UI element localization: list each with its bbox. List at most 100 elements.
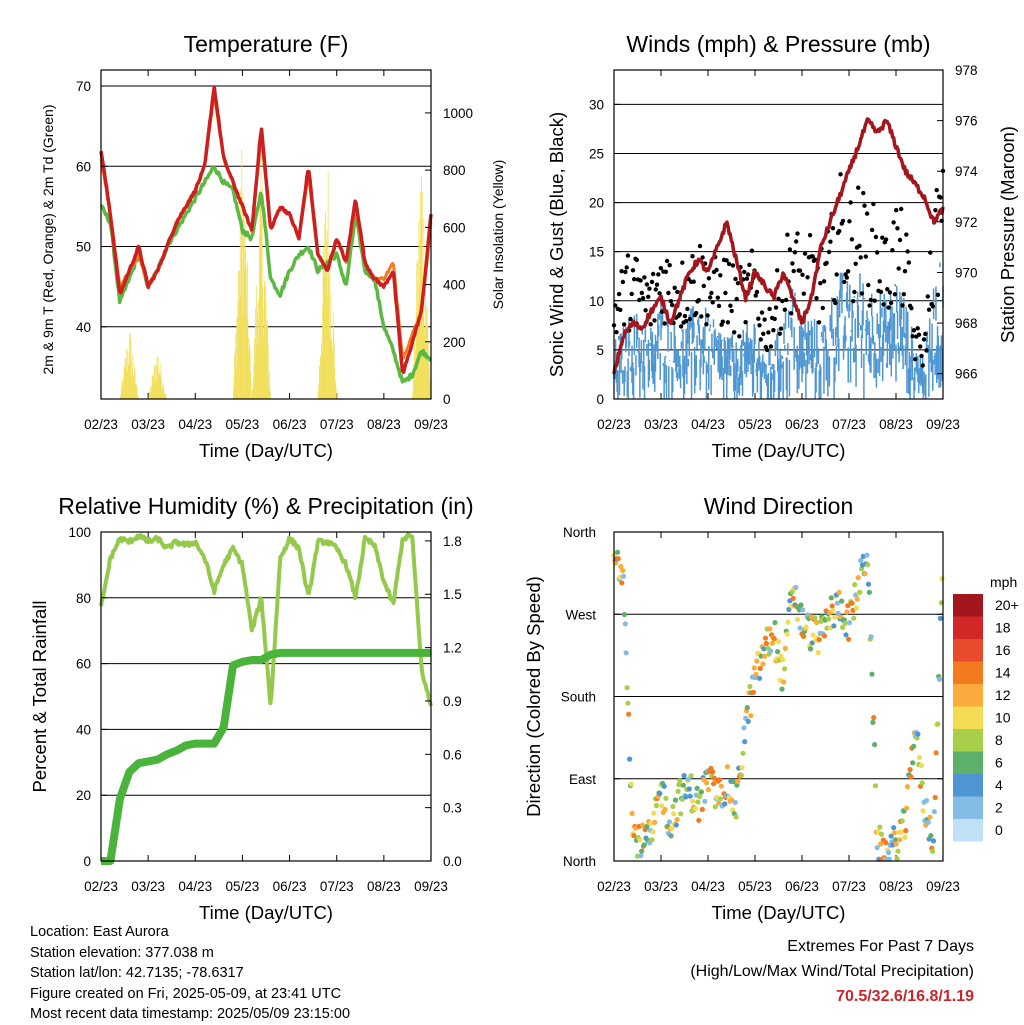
y2-tick-label: 0.3 (443, 801, 462, 816)
direction-point (891, 830, 898, 836)
gust-point (620, 279, 626, 285)
y2-tick-label: 600 (443, 220, 466, 235)
direction-point (751, 665, 757, 671)
gust-point (639, 290, 644, 296)
gust-point (828, 239, 833, 244)
x-tick-label: 07/23 (320, 417, 354, 432)
gust-point (716, 303, 722, 309)
gust-point (709, 290, 714, 296)
direction-point (680, 782, 686, 788)
y2-tick-label: 970 (955, 265, 978, 280)
humidity-precip-chart: 02/23 03/23 04/23 05/23 06/23 07/23 08/23 09/23… (29, 493, 474, 923)
y-tick-label: 0 (83, 854, 91, 869)
direction-point (831, 623, 837, 629)
direction-point (935, 721, 941, 727)
direction-point (705, 787, 712, 793)
direction-point (651, 810, 657, 816)
y2-tick-label: 1.5 (443, 587, 462, 602)
gust-point (881, 302, 886, 307)
gust-point (640, 296, 646, 301)
direction-point (872, 742, 878, 748)
gust-point (885, 287, 890, 292)
direction-point (675, 788, 681, 795)
x-tick-label: 05/23 (226, 417, 260, 432)
gust-point (837, 228, 842, 234)
y2-tick-label: 400 (443, 278, 466, 293)
direction-point (697, 793, 703, 800)
gust-point (810, 254, 815, 259)
wind-direction-chart: 02/23 03/23 04/23 05/23 06/23 07/23 08/23 09/23… (523, 493, 1019, 923)
x-tick-label: 04/23 (691, 879, 725, 894)
y-tick-label: 30 (589, 97, 604, 112)
direction-point (657, 790, 663, 797)
plot-frame (100, 531, 432, 862)
gust-point (887, 290, 893, 295)
gust-point (913, 357, 918, 362)
direction-point (931, 809, 937, 815)
gust-point (735, 281, 741, 286)
gust-point (747, 262, 752, 267)
gust-point (649, 279, 655, 285)
direction-point (638, 853, 644, 859)
direction-point (702, 798, 708, 804)
gust-point (685, 306, 690, 312)
gust-point (925, 294, 930, 299)
gust-point (772, 316, 777, 322)
direction-point (756, 675, 763, 681)
y2-tick-label: 978 (955, 63, 978, 78)
gust-point (848, 200, 853, 205)
legend-title: mph (990, 574, 1017, 590)
gust-point (757, 323, 762, 328)
direction-point (674, 817, 680, 823)
direction-point (849, 600, 855, 606)
direction-point (718, 783, 725, 789)
direction-point (650, 829, 656, 835)
direction-point (857, 589, 863, 595)
gust-point (780, 298, 785, 304)
legend-label: 14 (995, 665, 1011, 681)
direction-point (652, 819, 658, 826)
direction-point (782, 666, 788, 672)
gust-point (890, 248, 895, 253)
legend-label: 12 (995, 687, 1011, 703)
gust-point (624, 265, 629, 270)
y2-tick-label: 966 (955, 367, 978, 382)
direction-point (908, 774, 914, 780)
y2-tick-label: 974 (955, 164, 978, 179)
direction-point (899, 818, 905, 824)
temp-2m-line (99, 85, 433, 375)
gust-point (921, 337, 927, 342)
direction-point (711, 775, 718, 782)
y2-tick-label: 800 (443, 163, 466, 178)
gust-point (728, 303, 733, 308)
gust-point (910, 334, 915, 339)
direction-point (907, 767, 913, 773)
direction-point (835, 610, 841, 617)
gust-point (875, 250, 880, 255)
direction-point (812, 615, 818, 621)
direction-point (829, 603, 835, 609)
direction-point (816, 637, 822, 643)
direction-point (803, 624, 809, 630)
elevation-text: Station elevation: 377.038 m (30, 944, 214, 961)
y2-tick-label: 976 (955, 114, 978, 129)
x-axis-label: Time (Day/UTC) (199, 440, 333, 461)
y-tick-label: West (565, 607, 596, 622)
direction-point (690, 798, 696, 804)
x-tick-label: 06/23 (785, 417, 819, 432)
gust-point (753, 293, 758, 298)
gust-point (856, 185, 861, 190)
gust-point (883, 237, 889, 242)
direction-point (735, 778, 741, 785)
direction-point (622, 621, 628, 627)
extremes-title: Extremes For Past 7 Days (787, 938, 974, 955)
y-axis-label: Sonic Wind & Gust (Blue, Black) (546, 112, 567, 377)
direction-point (771, 636, 777, 642)
gust-point (902, 269, 908, 274)
y-tick-label: 25 (589, 146, 604, 161)
gust-point (904, 232, 909, 237)
y2-tick-label: 1.8 (443, 534, 462, 549)
direction-point (637, 837, 643, 843)
direction-point (742, 739, 748, 745)
y-tick-label: 10 (589, 294, 604, 309)
